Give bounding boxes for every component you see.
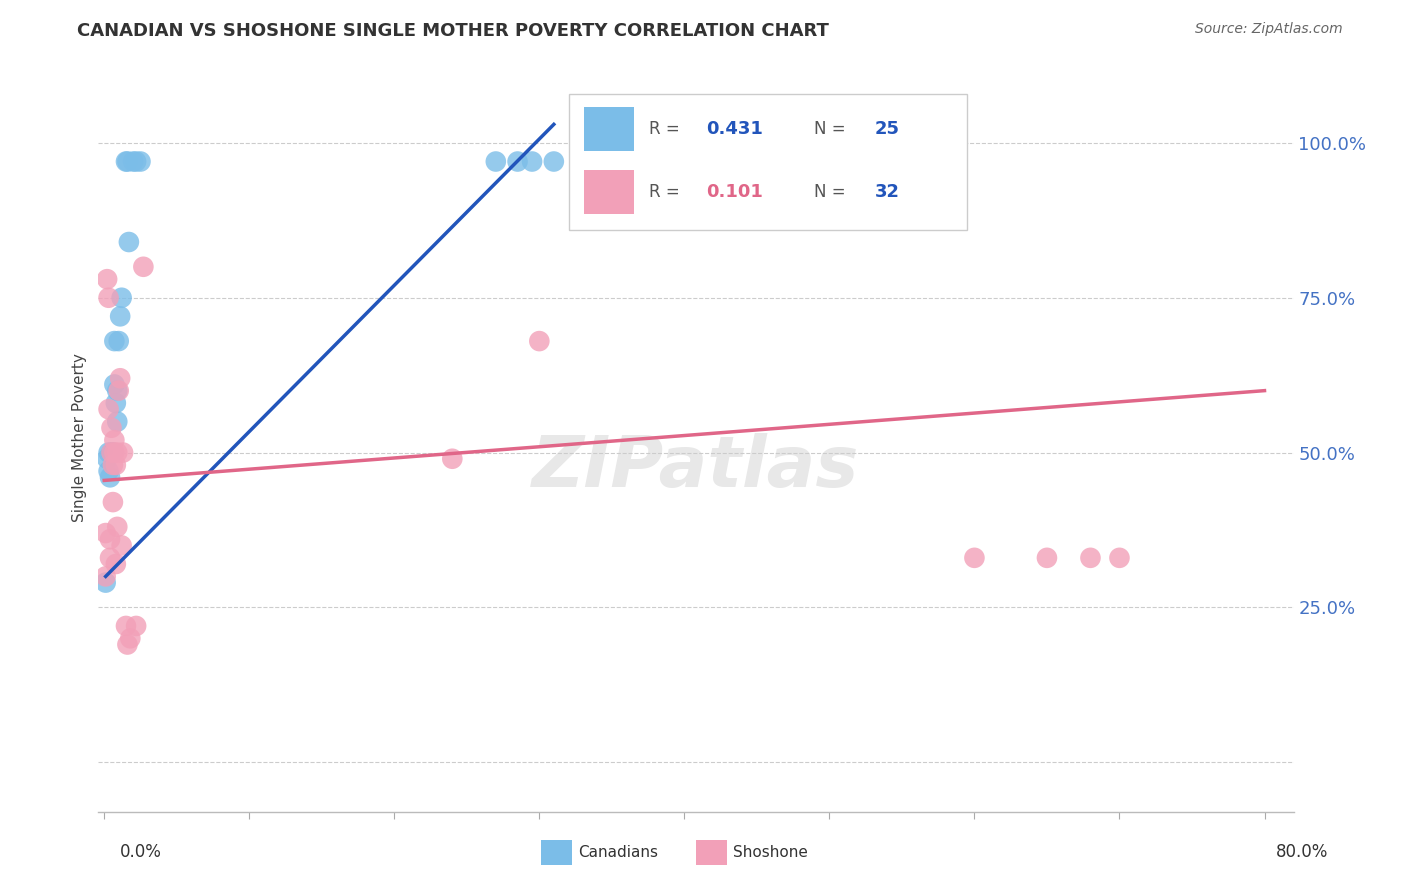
Point: [506, 154, 529, 169]
Point: [98, 470, 121, 484]
Point: [100, 445, 122, 459]
Point: [105, 520, 128, 534]
Point: [125, 619, 148, 633]
Point: [1036, 550, 1059, 565]
Text: Shoshone: Shoshone: [733, 846, 807, 860]
Point: [105, 445, 128, 459]
Point: [103, 445, 125, 459]
Point: [1108, 550, 1130, 565]
Point: [104, 557, 127, 571]
Point: [105, 384, 128, 398]
Y-axis label: Single Mother Poverty: Single Mother Poverty: [72, 352, 87, 522]
Point: [97, 464, 120, 478]
Point: [96, 451, 118, 466]
Point: [543, 154, 565, 169]
Point: [94, 569, 117, 583]
Point: [125, 154, 148, 169]
Point: [101, 458, 124, 472]
Point: [441, 451, 464, 466]
Point: [103, 433, 125, 447]
Text: ZIPatlas: ZIPatlas: [533, 433, 859, 501]
Point: [111, 538, 134, 552]
Point: [103, 334, 125, 348]
Point: [129, 154, 152, 169]
Point: [97, 291, 120, 305]
Point: [104, 458, 127, 472]
Point: [117, 638, 139, 652]
Point: [107, 384, 129, 398]
Text: 0.0%: 0.0%: [120, 843, 162, 861]
Point: [103, 377, 125, 392]
Point: [97, 445, 120, 459]
Point: [115, 154, 138, 169]
Text: 80.0%: 80.0%: [1277, 843, 1329, 861]
Point: [520, 154, 543, 169]
Point: [529, 334, 551, 348]
Point: [107, 334, 129, 348]
Point: [97, 402, 120, 417]
Point: [117, 154, 139, 169]
Point: [118, 235, 141, 249]
Point: [94, 575, 117, 590]
Point: [104, 396, 127, 410]
Point: [132, 260, 155, 274]
Point: [98, 533, 121, 547]
Point: [98, 550, 121, 565]
Point: [101, 445, 124, 459]
Text: Source: ZipAtlas.com: Source: ZipAtlas.com: [1195, 22, 1343, 37]
Point: [112, 445, 135, 459]
Point: [115, 619, 138, 633]
Point: [1080, 550, 1102, 565]
Point: [122, 154, 145, 169]
Point: [100, 445, 122, 459]
Point: [105, 415, 128, 429]
Point: [100, 421, 122, 435]
Point: [96, 272, 118, 286]
Point: [101, 495, 124, 509]
Point: [111, 291, 134, 305]
Point: [108, 310, 131, 324]
Point: [120, 632, 142, 646]
Text: Canadians: Canadians: [578, 846, 658, 860]
Point: [485, 154, 508, 169]
Point: [963, 550, 986, 565]
Text: CANADIAN VS SHOSHONE SINGLE MOTHER POVERTY CORRELATION CHART: CANADIAN VS SHOSHONE SINGLE MOTHER POVER…: [77, 22, 830, 40]
Point: [108, 371, 131, 385]
Point: [94, 526, 117, 541]
